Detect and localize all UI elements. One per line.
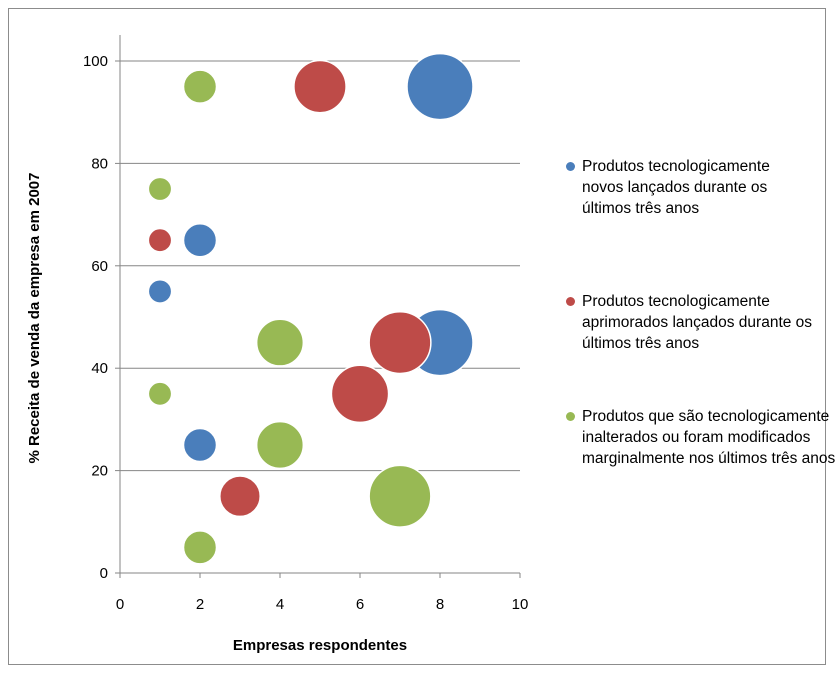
y-axis-title: % Receita de venda da empresa em 2007 [26, 173, 43, 464]
legend-label-novos: Produtos tecnologicamente novos lançados… [582, 158, 770, 217]
y-tick-label-40: 40 [91, 360, 108, 377]
bubble-novos-0 [406, 52, 474, 121]
bubble-inalterados-4 [255, 420, 305, 470]
y-tick-label-20: 20 [91, 463, 108, 480]
axes [115, 35, 521, 578]
bubble-aprimorados-4 [219, 475, 261, 518]
bubble-aprimorados-0 [293, 59, 347, 114]
bubble-aprimorados-1 [147, 227, 173, 253]
bubble-inalterados-3 [147, 381, 173, 407]
x-tick-label-2: 2 [196, 596, 204, 613]
x-tick-label-8: 8 [436, 596, 444, 613]
y-tick-labels: 0 20 40 60 80 100 [83, 53, 108, 582]
y-tick-label-100: 100 [83, 53, 108, 70]
bubble-inalterados-0 [182, 69, 218, 104]
bubble-inalterados-6 [182, 530, 218, 565]
x-tick-label-0: 0 [116, 596, 124, 613]
x-tick-label-10: 10 [512, 596, 529, 613]
legend-item-aprimorados: Produtos tecnologicamente aprimorados la… [566, 291, 818, 354]
legend-marker-novos [566, 162, 575, 171]
y-tick-label-80: 80 [91, 155, 108, 172]
legend-marker-inalterados [566, 412, 575, 421]
legend-label-aprimorados: Produtos tecnologicamente aprimorados la… [582, 293, 813, 352]
bubble-novos-2 [147, 278, 173, 304]
bubbles [147, 52, 474, 565]
bubble-aprimorados-2 [368, 310, 432, 375]
bubble-aprimorados-3 [330, 364, 390, 424]
x-tick-label-6: 6 [356, 596, 364, 613]
bubble-novos-4 [182, 427, 218, 463]
bubble-novos-1 [182, 222, 218, 258]
bubble-inalterados-2 [255, 318, 305, 367]
y-tick-label-0: 0 [100, 565, 108, 582]
legend-marker-aprimorados [566, 297, 575, 306]
y-tick-label-60: 60 [91, 258, 108, 275]
chart-frame [8, 8, 826, 665]
x-axis-title: Empresas respondentes [233, 637, 407, 654]
x-tick-labels: 0 2 4 6 8 10 [116, 596, 529, 613]
bubble-inalterados-5 [368, 464, 432, 528]
x-tick-label-4: 4 [276, 596, 284, 613]
legend-label-inalterados: Produtos que são tecnologicamente inalte… [582, 408, 836, 467]
legend-item-inalterados: Produtos que são tecnologicamente inalte… [566, 406, 836, 469]
legend-item-novos: Produtos tecnologicamente novos lançados… [566, 156, 792, 219]
gridlines [120, 60, 520, 472]
bubble-inalterados-1 [147, 176, 173, 202]
legend: Produtos tecnologicamente novos lançados… [566, 156, 835, 469]
